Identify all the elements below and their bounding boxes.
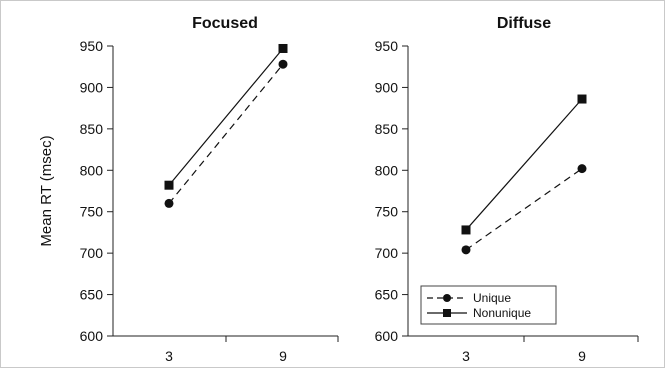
legend-box — [420, 285, 557, 325]
y-axis-title: Mean RT (msec) — [38, 135, 55, 246]
series-line-unique — [465, 168, 583, 251]
data-point-nonunique — [278, 43, 288, 53]
y-tick-label: 950 — [375, 38, 399, 54]
data-point-unique — [577, 164, 587, 174]
x-tick-label: 9 — [578, 348, 586, 364]
y-tick-label: 800 — [375, 162, 399, 178]
y-tick-label: 650 — [80, 287, 104, 303]
panel-title: Diffuse — [497, 15, 551, 32]
y-tick-label: 800 — [80, 162, 104, 178]
panel-title: Focused — [192, 15, 258, 32]
series-line-unique — [168, 63, 284, 204]
y-tick-label: 850 — [80, 121, 104, 137]
y-tick-label: 750 — [375, 204, 399, 220]
legend-label-unique: Unique — [473, 291, 511, 305]
data-point-nonunique — [577, 94, 587, 104]
series-line-nonunique — [168, 48, 284, 186]
data-point-unique — [164, 198, 174, 208]
legend-marker-unique — [443, 294, 451, 302]
y-tick-label: 700 — [80, 245, 104, 261]
data-point-nonunique — [164, 180, 174, 190]
data-point-nonunique — [461, 225, 471, 235]
y-tick-label: 900 — [80, 79, 104, 95]
data-point-unique — [278, 59, 288, 69]
y-tick-label: 600 — [375, 328, 399, 344]
x-tick-label: 9 — [279, 348, 287, 364]
data-point-unique — [461, 245, 471, 255]
x-tick-label: 3 — [165, 348, 173, 364]
x-tick-label: 3 — [462, 348, 470, 364]
series-line-nonunique — [465, 98, 583, 231]
legend-label-nonunique: Nonunique — [473, 306, 531, 320]
y-tick-label: 900 — [375, 79, 399, 95]
y-tick-label: 750 — [80, 204, 104, 220]
y-tick-label: 600 — [80, 328, 104, 344]
legend-marker-nonunique — [443, 309, 451, 317]
y-tick-label: 650 — [375, 287, 399, 303]
y-tick-label: 950 — [80, 38, 104, 54]
y-tick-label: 700 — [375, 245, 399, 261]
y-tick-label: 850 — [375, 121, 399, 137]
